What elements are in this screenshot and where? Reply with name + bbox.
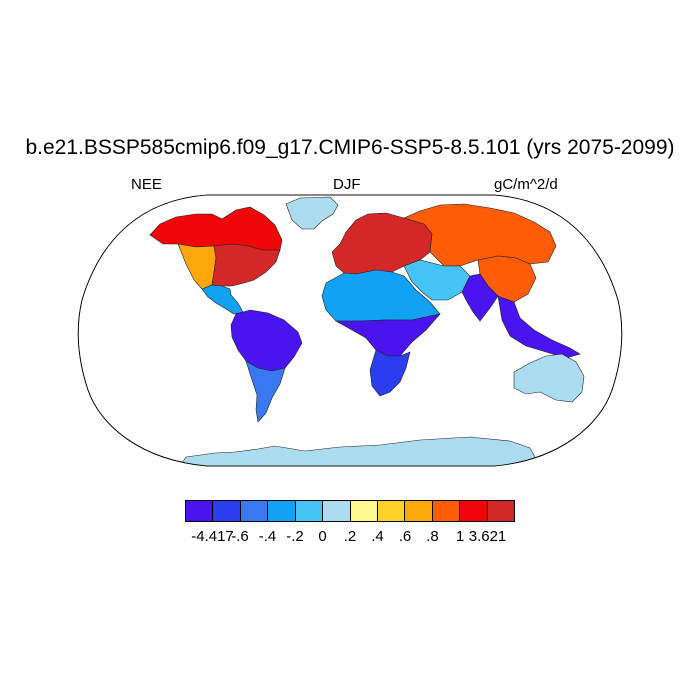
colorbar-swatch (295, 501, 324, 521)
region-india (461, 273, 499, 322)
colorbar-tick-label: 1 (455, 528, 465, 545)
colorbar-tick-label: 3.621 (468, 528, 507, 545)
colorbar-swatch (186, 501, 214, 521)
map-outline (77, 194, 623, 467)
colorbar-swatch (268, 501, 296, 521)
colorbar-swatch (323, 501, 351, 521)
colorbar-swatch (240, 501, 269, 521)
colorbar-swatch (460, 501, 488, 521)
colorbar-tick-label: -.4 (258, 528, 277, 545)
colorbar-swatch (432, 501, 461, 521)
colorbar-swatch (487, 501, 515, 521)
colorbar-swatch (377, 501, 406, 521)
region-south-america-south (245, 360, 286, 423)
colorbar-tick-label: .6 (398, 528, 412, 545)
colorbar-swatch (213, 501, 241, 521)
region-north-america-east (211, 243, 281, 287)
colorbar-swatch (405, 501, 433, 521)
colorbar-tick-label: .4 (371, 528, 384, 545)
region-australia (513, 353, 585, 403)
colorbar-tick-label: -.2 (286, 528, 304, 545)
units-label: gC/m^2/d (494, 176, 558, 193)
colorbar-tick-label: .2 (343, 528, 357, 545)
colorbar-tick-label: 0 (318, 528, 327, 545)
region-central-africa (334, 313, 441, 357)
region-antarctica (179, 436, 541, 466)
region-greenland (285, 196, 339, 230)
region-southeast-asia (497, 295, 581, 359)
region-sahara (321, 269, 441, 322)
colorbar (185, 500, 515, 522)
colorbar-tick-label: -4.417 (191, 528, 234, 545)
region-southern-africa (369, 349, 411, 397)
colorbar-tick-label: .8 (426, 528, 439, 545)
colorbar-tick-label: -.6 (231, 528, 249, 545)
region-central-america (201, 284, 244, 315)
region-siberia (403, 203, 557, 267)
season-label: DJF (333, 176, 361, 193)
variable-label: NEE (131, 176, 162, 193)
plot-title: b.e21.BSSP585cmip6.f09_g17.CMIP6-SSP5-8.… (25, 136, 675, 159)
colorbar-swatch (350, 501, 378, 521)
